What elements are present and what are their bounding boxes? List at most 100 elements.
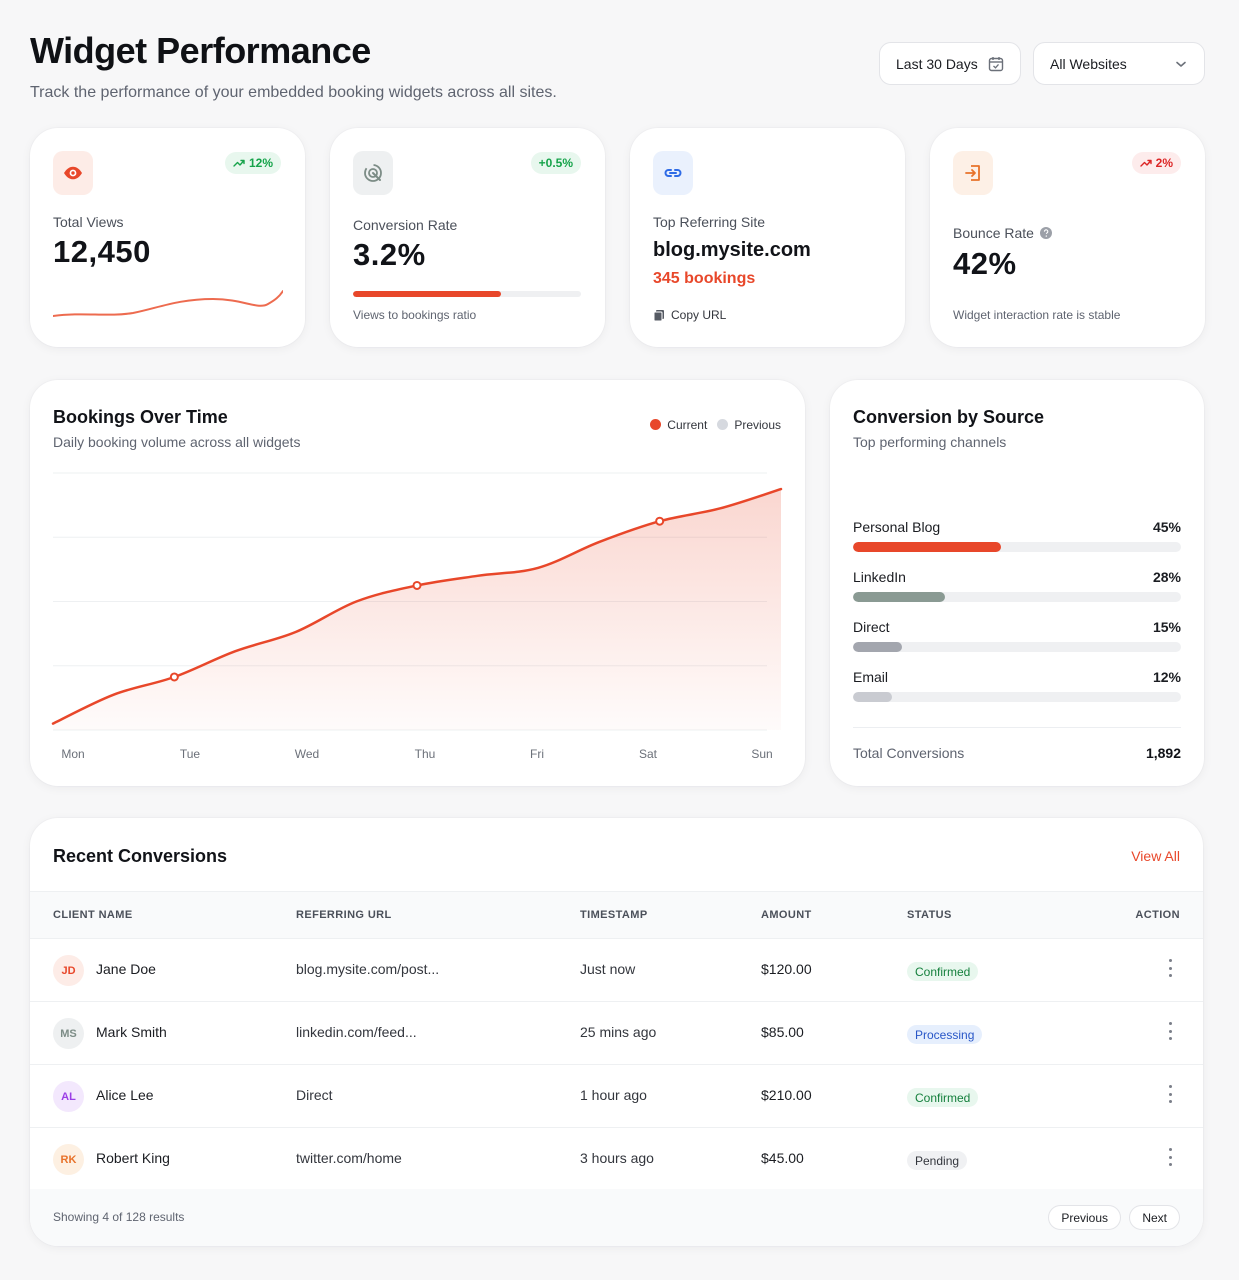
bookings-chart-title: Bookings Over Time <box>53 407 228 427</box>
source-percent: 12% <box>1152 669 1181 685</box>
source-bar-fill <box>853 692 893 702</box>
divider <box>853 727 1181 728</box>
amount: $120.00 <box>761 961 812 977</box>
bounce-label: Bounce Rate <box>953 225 1034 241</box>
conversion-source-card: Conversion by Source Top performing chan… <box>830 380 1204 786</box>
date-range-label: Last 30 Days <box>896 55 978 72</box>
x-tick-label: Thu <box>415 747 436 761</box>
conversion-rate-card: +0.5% Conversion Rate 3.2% Views to book… <box>330 128 605 347</box>
referring-url: linkedin.com/feed... <box>296 1024 417 1040</box>
timestamp: 1 hour ago <box>580 1087 647 1103</box>
recent-conversions-card: Recent Conversions View All CLIENT NAME … <box>30 818 1203 1246</box>
col-action: ACTION <box>1135 909 1180 921</box>
page-title: Widget Performance <box>30 30 371 71</box>
view-all-link[interactable]: View All <box>1131 848 1180 864</box>
source-row-header: Email 12% <box>853 669 1181 685</box>
bookings-chart-subtitle: Daily booking volume across all widgets <box>53 434 301 450</box>
table-row[interactable]: MS Mark Smith linkedin.com/feed... 25 mins … <box>30 1002 1203 1065</box>
x-tick-label: Tue <box>180 747 201 761</box>
amount: $85.00 <box>761 1024 804 1040</box>
legend-current: Current <box>650 418 707 432</box>
referrer-bookings: 345 bookings <box>653 270 756 287</box>
client-name: Jane Doe <box>96 961 156 977</box>
total-views-card: 12% Total Views 12,450 <box>30 128 305 347</box>
website-select[interactable]: All Websites <box>1033 42 1205 85</box>
source-label: Personal Blog <box>853 519 941 535</box>
source-label: Direct <box>853 619 890 635</box>
cursor-click-icon <box>364 164 382 182</box>
source-row-header: Personal Blog 45% <box>853 519 1181 535</box>
date-range-button[interactable]: Last 30 Days <box>879 42 1021 85</box>
total-conversions-value: 1,892 <box>1145 745 1181 761</box>
next-page-button[interactable]: Next <box>1129 1205 1180 1230</box>
bounce-value: 42% <box>953 246 1017 281</box>
referring-url: Direct <box>296 1087 333 1103</box>
source-row-header: Direct 15% <box>853 619 1181 635</box>
chart-point[interactable] <box>412 580 422 590</box>
conversion-source-subtitle: Top performing channels <box>853 434 1007 450</box>
views-label: Total Views <box>53 214 124 230</box>
more-options-icon[interactable] <box>1167 959 1173 977</box>
x-tick-label: Mon <box>61 747 84 761</box>
source-label: Email <box>853 669 889 685</box>
trending-up-icon <box>233 159 245 167</box>
legend-previous: Previous <box>717 418 781 432</box>
source-percent: 45% <box>1152 519 1181 535</box>
calendar-icon <box>988 56 1004 71</box>
legend-current-dot <box>650 419 662 430</box>
more-options-icon[interactable] <box>1167 1148 1173 1166</box>
eye-icon-box <box>53 151 93 195</box>
conversion-progress-fill <box>353 291 502 297</box>
views-value: 12,450 <box>53 234 151 269</box>
avatar: JD <box>53 955 84 986</box>
table-footer: Showing 4 of 128 results Previous Next <box>30 1189 1203 1246</box>
amount: $45.00 <box>761 1150 804 1166</box>
referring-url: blog.mysite.com/post... <box>296 961 440 977</box>
x-tick-label: Fri <box>530 747 544 761</box>
chart-point[interactable] <box>655 516 665 526</box>
col-client-name: CLIENT NAME <box>53 909 133 921</box>
bounce-rate-card: 2% Bounce Rate 42% Widget interaction ra… <box>930 128 1205 347</box>
chart-area-fill <box>53 489 781 730</box>
bounce-trend-value: 2% <box>1155 156 1173 170</box>
conversion-label: Conversion Rate <box>353 217 458 233</box>
status-badge: Confirmed <box>907 1088 979 1107</box>
more-options-icon[interactable] <box>1167 1022 1173 1040</box>
timestamp: 3 hours ago <box>580 1150 654 1166</box>
source-percent: 28% <box>1152 569 1181 585</box>
chart-point[interactable] <box>169 672 179 682</box>
status-badge: Confirmed <box>907 962 979 981</box>
bounce-label-row: Bounce Rate <box>953 225 1052 241</box>
status-badge: Pending <box>907 1151 968 1170</box>
chart-legend: Current Previous <box>650 418 781 432</box>
table-row[interactable]: RK Robert King twitter.com/home 3 hours ago… <box>30 1128 1203 1191</box>
col-amount: AMOUNT <box>761 909 812 921</box>
table-row[interactable]: JD Jane Doe blog.mysite.com/post... Just no… <box>30 939 1203 1002</box>
x-tick-label: Wed <box>295 747 319 761</box>
conversion-value: 3.2% <box>353 237 426 272</box>
page-subtitle: Track the performance of your embedded b… <box>30 84 557 101</box>
col-referring-url: REFERRING URL <box>296 909 392 921</box>
copy-url-button[interactable]: Copy URL <box>653 308 726 322</box>
table-row[interactable]: AL Alice Lee Direct 1 hour ago $210.00 Confir… <box>30 1065 1203 1128</box>
previous-page-button[interactable]: Previous <box>1048 1205 1121 1230</box>
conversion-source-title: Conversion by Source <box>853 407 1045 427</box>
bounce-trend-badge: 2% <box>1131 152 1181 174</box>
website-select-value: All Websites <box>1050 55 1127 72</box>
source-percent: 15% <box>1152 619 1181 635</box>
views-trend-value: 12% <box>248 156 273 170</box>
results-count: Showing 4 of 128 results <box>53 1210 185 1224</box>
bounce-note: Widget interaction rate is stable <box>953 308 1121 322</box>
source-bar-track <box>853 592 1181 602</box>
top-referrer-card: Top Referring Site blog.mysite.com 345 b… <box>630 128 905 347</box>
amount: $210.00 <box>761 1087 812 1103</box>
referring-url: twitter.com/home <box>296 1150 402 1166</box>
client-name: Mark Smith <box>96 1024 167 1040</box>
referrer-label: Top Referring Site <box>653 214 766 230</box>
source-bar-track <box>853 542 1181 552</box>
help-icon[interactable] <box>1039 227 1052 239</box>
source-bar-fill <box>853 642 903 652</box>
target-icon-box <box>353 151 393 195</box>
legend-previous-label: Previous <box>734 418 781 432</box>
more-options-icon[interactable] <box>1167 1085 1173 1103</box>
